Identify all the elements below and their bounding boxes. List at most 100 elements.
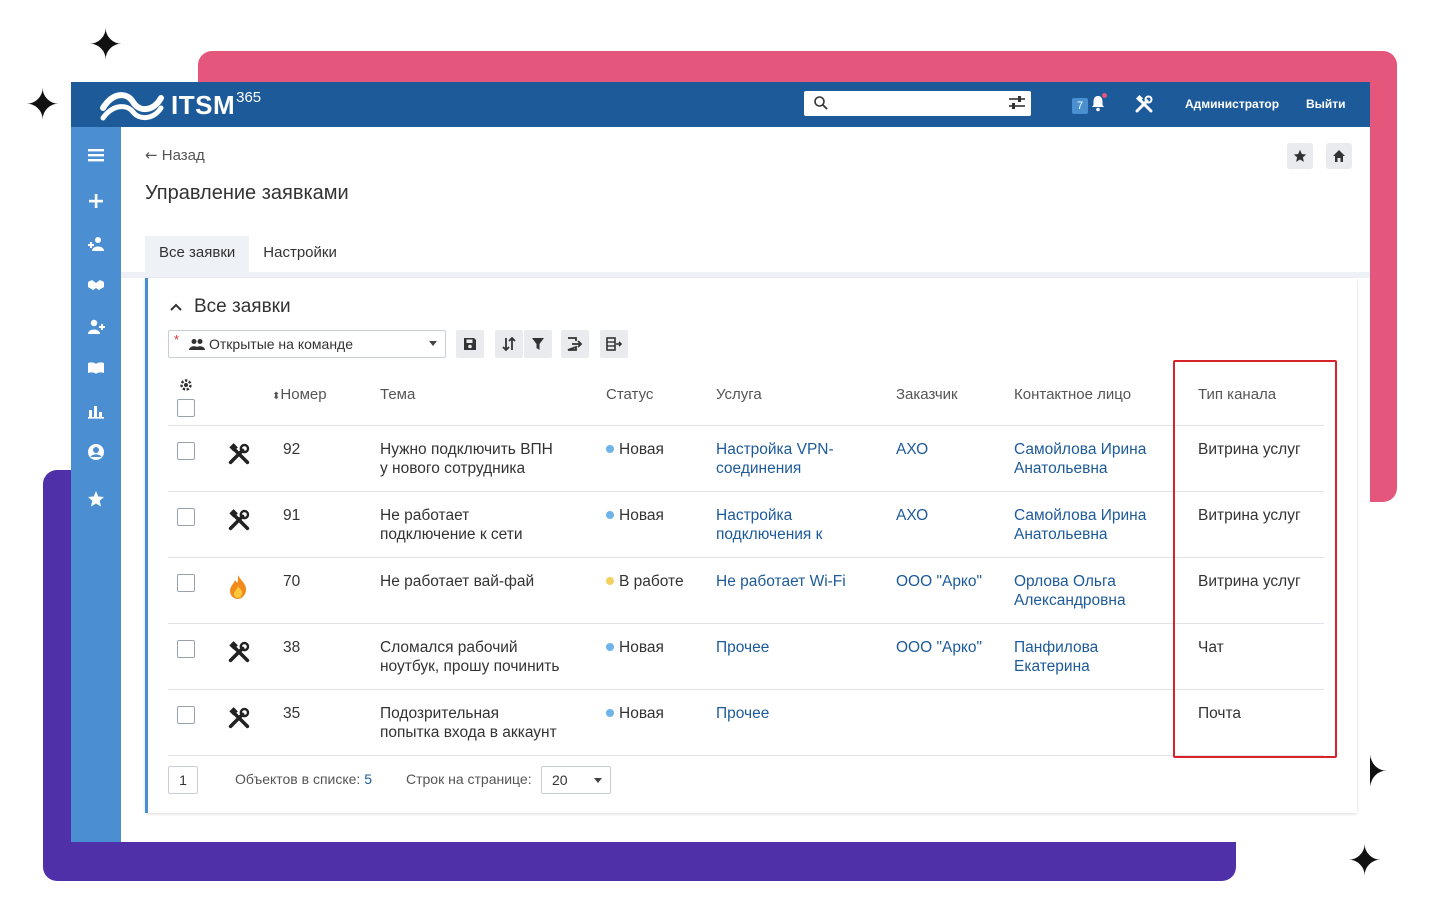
- request-subject[interactable]: Нужно подключить ВПН у нового сотрудника: [380, 440, 600, 478]
- column-header-number[interactable]: ⬍Номер: [272, 386, 327, 403]
- cell-line[interactable]: подключения к: [716, 526, 823, 543]
- panel-header[interactable]: Все заявки: [170, 296, 291, 318]
- cell-line[interactable]: Екатерина: [1014, 658, 1090, 675]
- row-checkbox[interactable]: [177, 508, 195, 526]
- sort-button[interactable]: [495, 330, 523, 358]
- page-number-button[interactable]: 1: [168, 766, 198, 794]
- tab-settings[interactable]: Настройки: [263, 244, 337, 261]
- request-number[interactable]: 38: [283, 639, 301, 656]
- cell-line[interactable]: Самойлова Ирина: [1014, 507, 1147, 524]
- cell-line[interactable]: соединения: [716, 460, 802, 477]
- contact-link[interactable]: Орлова Ольга Александровна: [1014, 572, 1174, 610]
- status-badge: Новая: [606, 440, 664, 459]
- sparkle-icon: ✦: [25, 80, 61, 129]
- select-all-checkbox[interactable]: [177, 399, 195, 417]
- column-header-status[interactable]: Статус: [606, 386, 654, 403]
- add-icon[interactable]: [85, 190, 107, 212]
- request-number[interactable]: 92: [283, 441, 301, 458]
- back-label: Назад: [161, 147, 205, 164]
- service-link[interactable]: Прочее: [716, 704, 886, 723]
- export-button[interactable]: [561, 330, 589, 358]
- cell-line[interactable]: Анатольевна: [1014, 460, 1108, 477]
- customer-link[interactable]: ООО "Арко": [896, 639, 983, 656]
- cell-line[interactable]: Самойлова Ирина: [1014, 441, 1147, 458]
- rows-per-page-select[interactable]: 20: [541, 766, 611, 794]
- table-row[interactable]: 91 Не работает подключение к сети Новая Наст…: [148, 492, 1338, 558]
- book-icon[interactable]: [85, 357, 107, 379]
- column-header-service[interactable]: Услуга: [716, 386, 762, 403]
- row-checkbox[interactable]: [177, 442, 195, 460]
- table-divider: [168, 425, 1324, 426]
- menu-icon[interactable]: [85, 144, 107, 166]
- request-subject[interactable]: Сломался рабочий ноутбук, прошу починить: [380, 638, 600, 676]
- profile-icon[interactable]: [85, 441, 107, 463]
- table-settings-icon[interactable]: [179, 378, 193, 392]
- table-row[interactable]: 38 Сломался рабочий ноутбук, прошу починит…: [148, 624, 1338, 690]
- favorite-button[interactable]: [1287, 143, 1313, 169]
- handshake-icon[interactable]: [85, 274, 107, 296]
- customer-link[interactable]: АХО: [896, 507, 929, 524]
- cell-line[interactable]: Прочее: [716, 705, 770, 722]
- favorites-icon[interactable]: [85, 488, 107, 510]
- brand-logo[interactable]: ITSM 365: [99, 86, 261, 124]
- request-number[interactable]: 91: [283, 507, 301, 524]
- table-row[interactable]: 35 Подозрительная попытка входа в аккаунт Н…: [148, 690, 1338, 756]
- status-badge: Новая: [606, 704, 664, 723]
- column-header-customer[interactable]: Заказчик: [896, 386, 958, 403]
- cell-line[interactable]: Не работает Wi-Fi: [716, 573, 846, 590]
- row-checkbox[interactable]: [177, 640, 195, 658]
- cell-line[interactable]: Александровна: [1014, 592, 1126, 609]
- cell-line[interactable]: Настройка: [716, 507, 793, 524]
- contact-link[interactable]: Панфилова Екатерина: [1014, 638, 1174, 676]
- save-view-button[interactable]: [456, 330, 484, 358]
- reports-icon[interactable]: [85, 400, 107, 422]
- user-menu-link[interactable]: Администратор: [1185, 97, 1280, 111]
- home-button[interactable]: [1326, 143, 1352, 169]
- row-checkbox[interactable]: [177, 574, 195, 592]
- request-subject[interactable]: Подозрительная попытка входа в аккаунт: [380, 704, 600, 742]
- funnel-icon: [532, 338, 544, 350]
- contact-link[interactable]: Самойлова Ирина Анатольевна: [1014, 506, 1174, 544]
- contact-link[interactable]: Самойлова Ирина Анатольевна: [1014, 440, 1174, 478]
- table-row[interactable]: 92 Нужно подключить ВПН у нового сотрудник…: [148, 426, 1338, 492]
- request-subject[interactable]: Не работает вай-фай: [380, 572, 600, 591]
- column-header-channel[interactable]: Тип канала: [1198, 386, 1277, 403]
- search-settings-icon[interactable]: [1007, 94, 1027, 112]
- channel-type: Витрина услуг: [1198, 573, 1301, 590]
- notification-count-badge: 7: [1072, 97, 1089, 114]
- cell-line[interactable]: Прочее: [716, 639, 770, 656]
- columns-export-button[interactable]: [600, 330, 628, 358]
- filter-select[interactable]: * Открытые на команде: [168, 330, 446, 358]
- request-number[interactable]: 35: [283, 705, 301, 722]
- request-subject[interactable]: Не работает подключение к сети: [380, 506, 600, 544]
- cell-line[interactable]: Орлова Ольга: [1014, 573, 1116, 590]
- column-header-subject[interactable]: Тема: [380, 386, 416, 403]
- search-input[interactable]: [804, 91, 1031, 116]
- filter-button[interactable]: [524, 330, 552, 358]
- team-icon[interactable]: [85, 233, 107, 255]
- cell-line: подключение к сети: [380, 526, 523, 543]
- tools-icon: [227, 442, 251, 471]
- notifications-button[interactable]: 7: [1072, 93, 1108, 117]
- back-link[interactable]: ← Назад: [145, 146, 205, 164]
- admin-tools-icon[interactable]: [1134, 94, 1154, 119]
- sparkle-icon: ✦: [88, 20, 124, 69]
- service-link[interactable]: Настройка VPN-соединения: [716, 440, 886, 478]
- request-number[interactable]: 70: [283, 573, 301, 590]
- service-link[interactable]: Прочее: [716, 638, 886, 657]
- tab-all-requests[interactable]: Все заявки: [145, 236, 250, 272]
- service-link[interactable]: Настройка подключения к: [716, 506, 886, 544]
- user-add-icon[interactable]: [85, 316, 107, 338]
- table-row[interactable]: 70 Не работает вай-фай В работе Не работает…: [148, 558, 1338, 624]
- cell-line[interactable]: Анатольевна: [1014, 526, 1108, 543]
- row-checkbox[interactable]: [177, 706, 195, 724]
- logout-link[interactable]: Выйти: [1306, 97, 1346, 111]
- page-title: Управление заявками: [145, 182, 349, 204]
- customer-link[interactable]: ООО "Арко": [896, 573, 983, 590]
- service-link[interactable]: Не работает Wi-Fi: [716, 572, 886, 591]
- object-count-value[interactable]: 5: [364, 771, 373, 787]
- customer-link[interactable]: АХО: [896, 441, 929, 458]
- cell-line[interactable]: Панфилова: [1014, 639, 1099, 656]
- cell-line[interactable]: Настройка VPN-: [716, 441, 834, 458]
- column-header-contact[interactable]: Контактное лицо: [1014, 386, 1132, 403]
